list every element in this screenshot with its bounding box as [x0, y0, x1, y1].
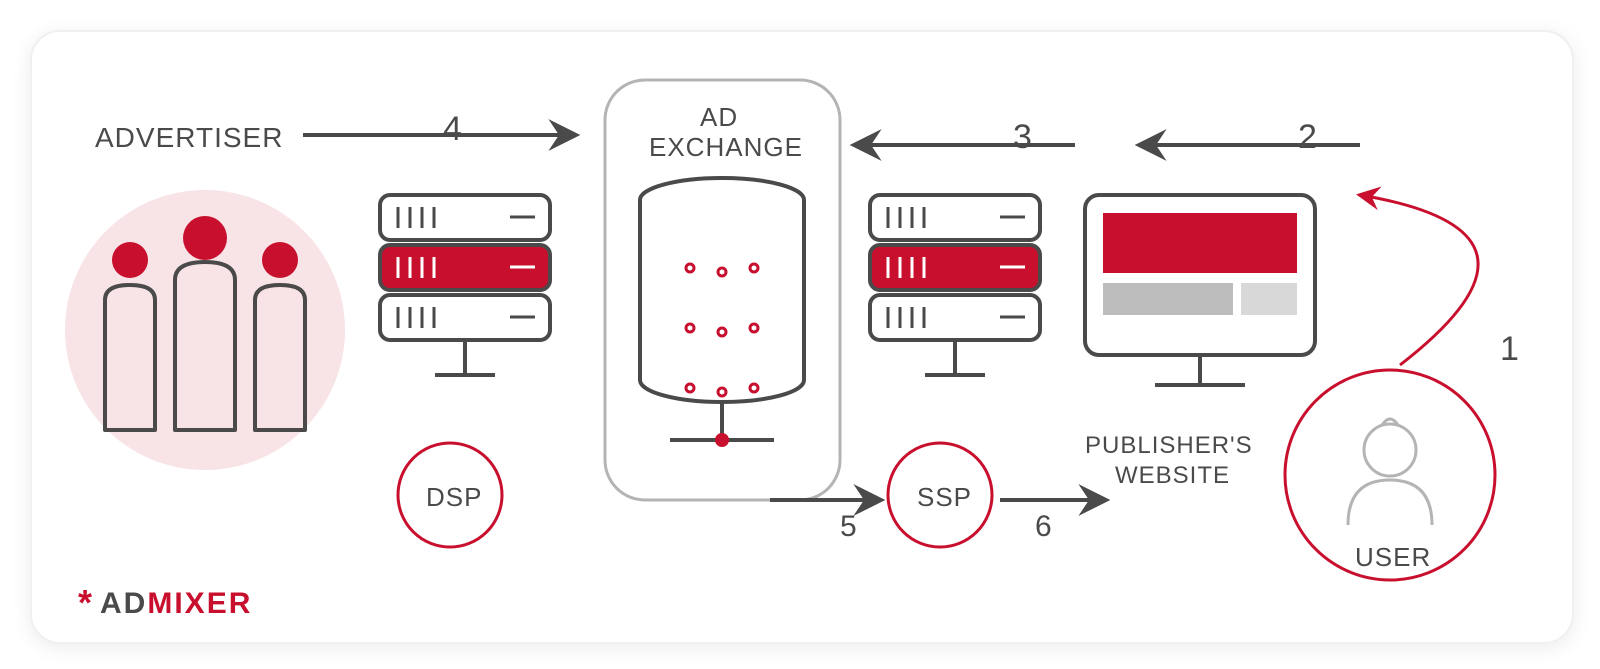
step-6: 6 — [1035, 510, 1052, 544]
label-publisher-1: PUBLISHER'S — [1085, 432, 1253, 460]
step-1: 1 — [1500, 330, 1519, 369]
ssp-server-icon — [870, 195, 1040, 375]
label-ad-exchange-1: AD — [700, 102, 738, 133]
label-ad-exchange-2: EXCHANGE — [649, 132, 803, 163]
monitor-icon — [1085, 195, 1315, 385]
label-advertiser: ADVERTISER — [95, 122, 283, 154]
brand-star-icon: * — [78, 582, 94, 623]
dsp-server-icon — [380, 195, 550, 375]
step-5: 5 — [840, 510, 857, 544]
label-dsp: DSP — [426, 482, 482, 513]
label-user: USER — [1355, 542, 1431, 573]
step-3: 3 — [1013, 118, 1032, 157]
label-publisher-2: WEBSITE — [1115, 462, 1230, 490]
diagram-stage: ADVERTISER AD EXCHANGE DSP SSP PUBLISHER… — [0, 0, 1600, 669]
brand-logo: *ADMIXER — [78, 582, 252, 624]
brand-text-2: MIXER — [147, 587, 252, 620]
arrow-1 — [1360, 195, 1478, 365]
step-4: 4 — [443, 110, 462, 149]
step-2: 2 — [1298, 118, 1317, 157]
advertiser-icon — [65, 190, 345, 470]
brand-text-1: AD — [100, 587, 147, 620]
label-ssp: SSP — [917, 482, 972, 513]
